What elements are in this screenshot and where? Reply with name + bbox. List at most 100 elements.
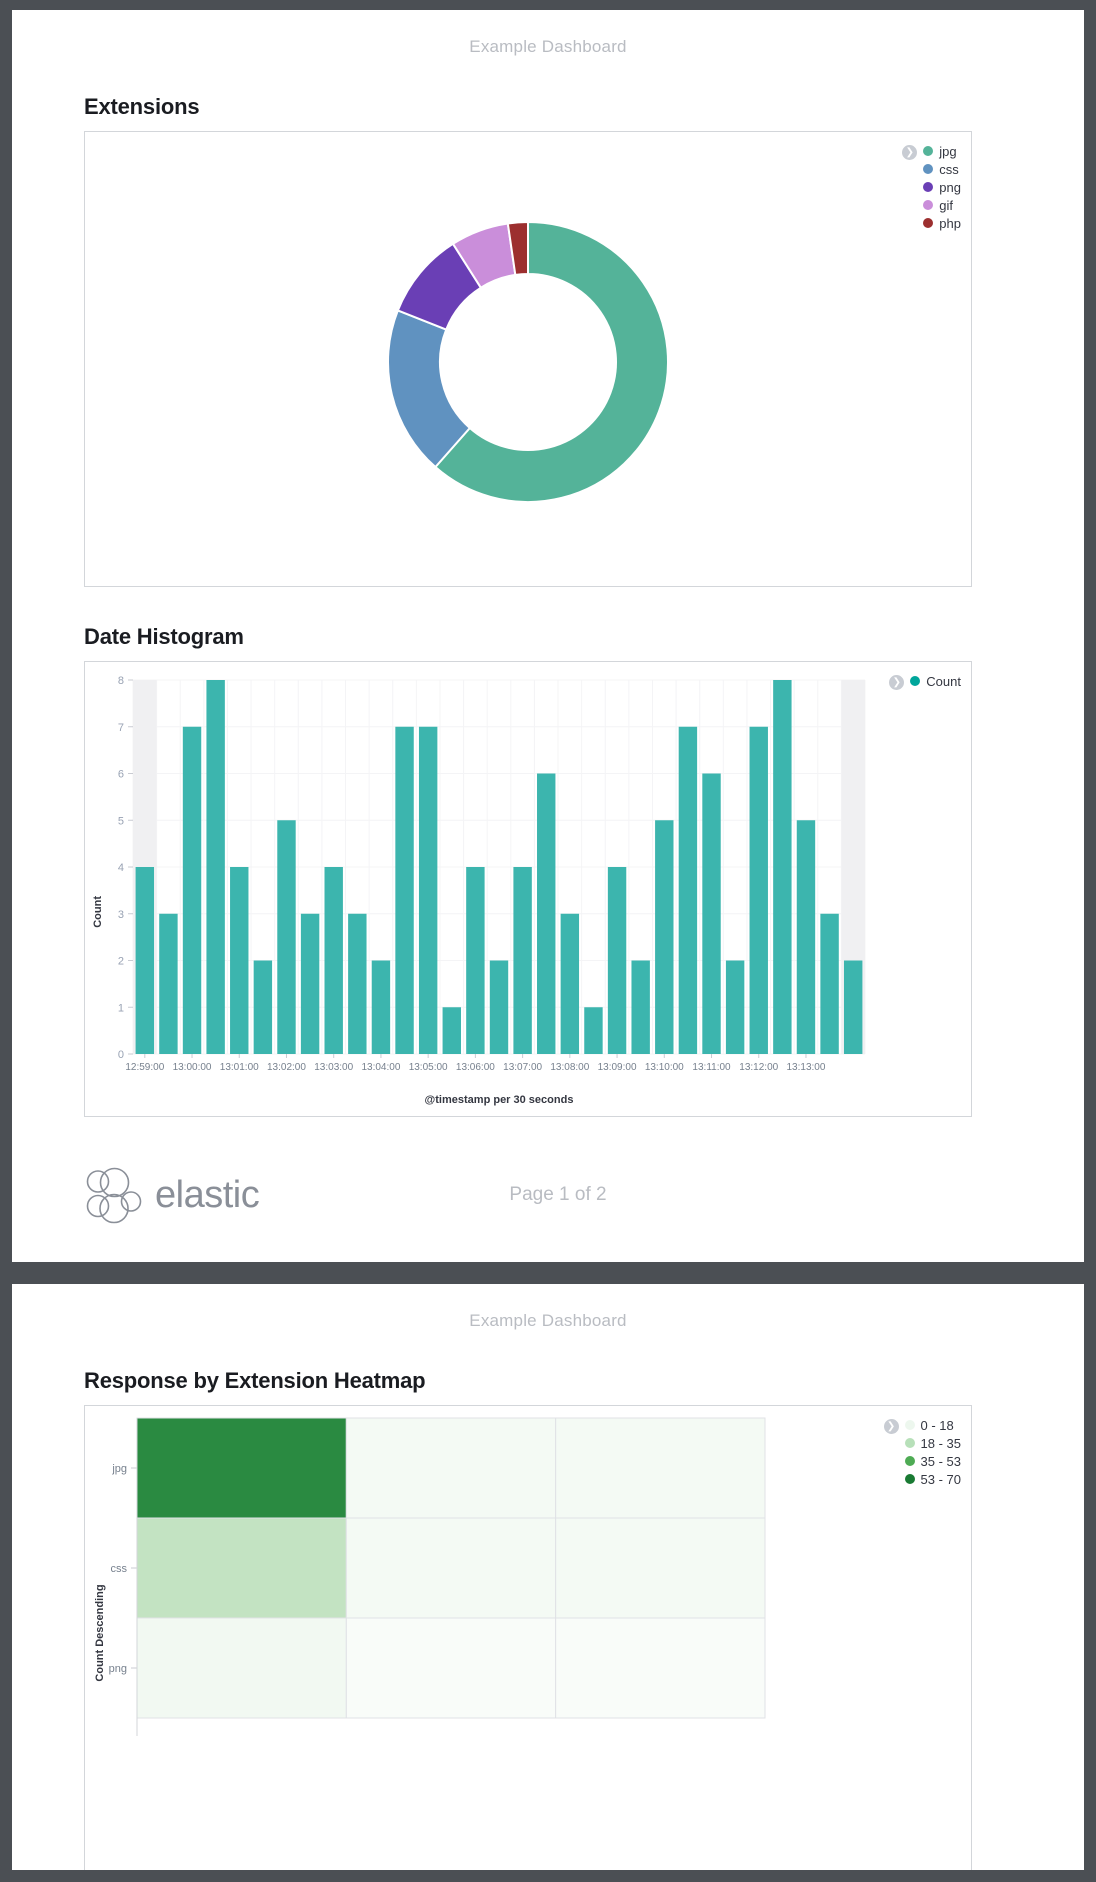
histogram-legend: ❯ Count xyxy=(889,672,961,690)
pie-chart-area xyxy=(85,132,971,586)
legend-label: Count xyxy=(926,673,961,689)
histogram-bar[interactable] xyxy=(678,726,698,1054)
panel-title-date-histogram: Date Histogram xyxy=(84,624,244,649)
y-tick-label: 8 xyxy=(118,675,124,687)
pie-slice-jpg[interactable] xyxy=(434,220,669,503)
y-tick-label: 7 xyxy=(118,722,124,734)
histogram-bar[interactable] xyxy=(537,773,556,1055)
x-tick-label: 13:01:00 xyxy=(220,1062,259,1073)
legend-label: php xyxy=(939,215,961,231)
legend-item[interactable]: gif xyxy=(923,196,961,214)
heatmap-cell[interactable] xyxy=(136,1417,347,1519)
x-tick-label: 13:10:00 xyxy=(645,1062,684,1073)
legend-swatch-gif xyxy=(923,200,934,210)
histogram-bar[interactable] xyxy=(843,960,863,1055)
heatmap-cell[interactable] xyxy=(555,1517,766,1619)
heatmap-cell[interactable] xyxy=(345,1517,557,1619)
histogram-bar[interactable] xyxy=(513,867,532,1054)
legend-swatch-png xyxy=(923,182,934,192)
legend-swatch-php xyxy=(923,218,934,228)
report-page-2: Example Dashboard Response by Extension … xyxy=(12,1284,1084,1870)
legend-swatch-35-53 xyxy=(904,1456,915,1466)
histogram-bar[interactable] xyxy=(348,913,367,1054)
legend-swatch-53-70 xyxy=(904,1474,915,1484)
heatmap-chart-area: jpg css png Count Descending xyxy=(85,1406,971,1870)
elastic-mark-icon xyxy=(86,1167,142,1224)
histogram-bar[interactable] xyxy=(442,1007,461,1054)
histogram-bar[interactable] xyxy=(560,913,580,1054)
legend-item[interactable]: 53 - 70 xyxy=(904,1470,961,1488)
heatmap-cell[interactable] xyxy=(345,1617,557,1719)
panel-title-heatmap: Response by Extension Heatmap xyxy=(84,1368,426,1393)
chevron-right-icon[interactable]: ❯ xyxy=(883,1419,899,1434)
x-tick-label: 12:59:00 xyxy=(125,1062,164,1073)
histogram-bar[interactable] xyxy=(418,726,438,1054)
page-indicator: Page 1 of 2 xyxy=(509,1184,607,1205)
histogram-bar[interactable] xyxy=(182,726,202,1054)
x-tick-label: 13:07:00 xyxy=(503,1062,542,1073)
histogram-bar[interactable] xyxy=(253,960,273,1055)
histogram-bar[interactable] xyxy=(371,960,391,1055)
histogram-bar[interactable] xyxy=(395,726,414,1054)
histogram-bar[interactable] xyxy=(796,820,816,1054)
heatmap-cell[interactable] xyxy=(555,1617,766,1719)
page-header-title: Example Dashboard xyxy=(469,37,627,56)
panel-date-histogram: ❯ Count 0 1 2 3 4 5 6 7 8 12:59:00 13:00:00 13:01:0… xyxy=(84,661,972,1117)
x-tick-label: 13:08:00 xyxy=(550,1062,589,1073)
chevron-right-icon[interactable]: ❯ xyxy=(889,675,905,690)
bar-chart[interactable]: 0 1 2 3 4 5 6 7 8 12:59:00 13:00:00 13:01:00 13:02:0… xyxy=(85,662,885,1112)
legend-label: 18 - 35 xyxy=(920,1435,961,1451)
histogram-bar[interactable] xyxy=(631,960,650,1055)
histogram-bar[interactable] xyxy=(489,960,509,1055)
histogram-bar[interactable] xyxy=(773,680,792,1054)
y-tick-label: 5 xyxy=(118,815,124,827)
histogram-bar[interactable] xyxy=(300,913,320,1054)
donut-chart[interactable] xyxy=(358,192,698,532)
legend-item[interactable]: jpg xyxy=(923,142,961,160)
histogram-bar[interactable] xyxy=(749,726,768,1054)
legend-item[interactable]: png xyxy=(923,178,961,196)
heatmap-legend: ❯ 0 - 18 18 - 35 35 - 53 53 - 70 xyxy=(883,1416,961,1488)
histogram-bar[interactable] xyxy=(655,820,674,1054)
histogram-bar[interactable] xyxy=(277,820,296,1054)
histogram-bar[interactable] xyxy=(584,1007,603,1054)
x-tick-label: 13:13:00 xyxy=(786,1062,825,1073)
histogram-bar[interactable] xyxy=(466,867,485,1054)
histogram-bar[interactable] xyxy=(230,867,249,1054)
histogram-bar[interactable] xyxy=(135,867,155,1054)
heatmap-cell[interactable] xyxy=(345,1417,557,1519)
histogram-bar[interactable] xyxy=(725,960,745,1055)
legend-item[interactable]: 0 - 18 xyxy=(904,1416,961,1434)
y-tick-label: 2 xyxy=(118,956,124,968)
histogram-bar[interactable] xyxy=(702,773,721,1055)
elastic-wordmark: elastic xyxy=(155,1173,260,1216)
histogram-bar[interactable] xyxy=(159,913,178,1054)
histogram-bar[interactable] xyxy=(820,913,839,1054)
histogram-bar[interactable] xyxy=(607,867,627,1054)
legend-label: css xyxy=(939,161,959,177)
legend-item[interactable]: Count xyxy=(910,672,961,690)
heatmap-cell[interactable] xyxy=(555,1417,766,1519)
legend-item[interactable]: php xyxy=(923,214,961,232)
x-tick-label: 13:09:00 xyxy=(598,1062,637,1073)
page-header-title-2: Example Dashboard xyxy=(469,1311,627,1330)
legend-label: jpg xyxy=(939,143,957,159)
y-tick-label: 4 xyxy=(118,862,124,874)
panel-extensions: ❯ jpg css png gif xyxy=(84,131,972,587)
heatmap-cell[interactable] xyxy=(136,1617,347,1719)
legend-item[interactable]: 18 - 35 xyxy=(904,1434,961,1452)
y-axis-title: Count xyxy=(92,896,104,928)
histogram-chart-area: 0 1 2 3 4 5 6 7 8 12:59:00 13:00:00 13:01:00 13:02:0… xyxy=(85,662,971,1116)
x-tick-label: 13:11:00 xyxy=(692,1062,731,1073)
legend-item[interactable]: 35 - 53 xyxy=(904,1452,961,1470)
legend-label: gif xyxy=(939,197,954,213)
x-tick-label: 13:02:00 xyxy=(267,1062,306,1073)
chevron-right-icon[interactable]: ❯ xyxy=(902,145,918,160)
histogram-bar[interactable] xyxy=(206,680,225,1054)
heatmap-cell[interactable] xyxy=(136,1517,347,1619)
legend-swatch-jpg xyxy=(923,146,934,156)
legend-item[interactable]: css xyxy=(923,160,961,178)
pie-slice-php[interactable] xyxy=(506,220,529,277)
histogram-bar[interactable] xyxy=(324,867,343,1054)
